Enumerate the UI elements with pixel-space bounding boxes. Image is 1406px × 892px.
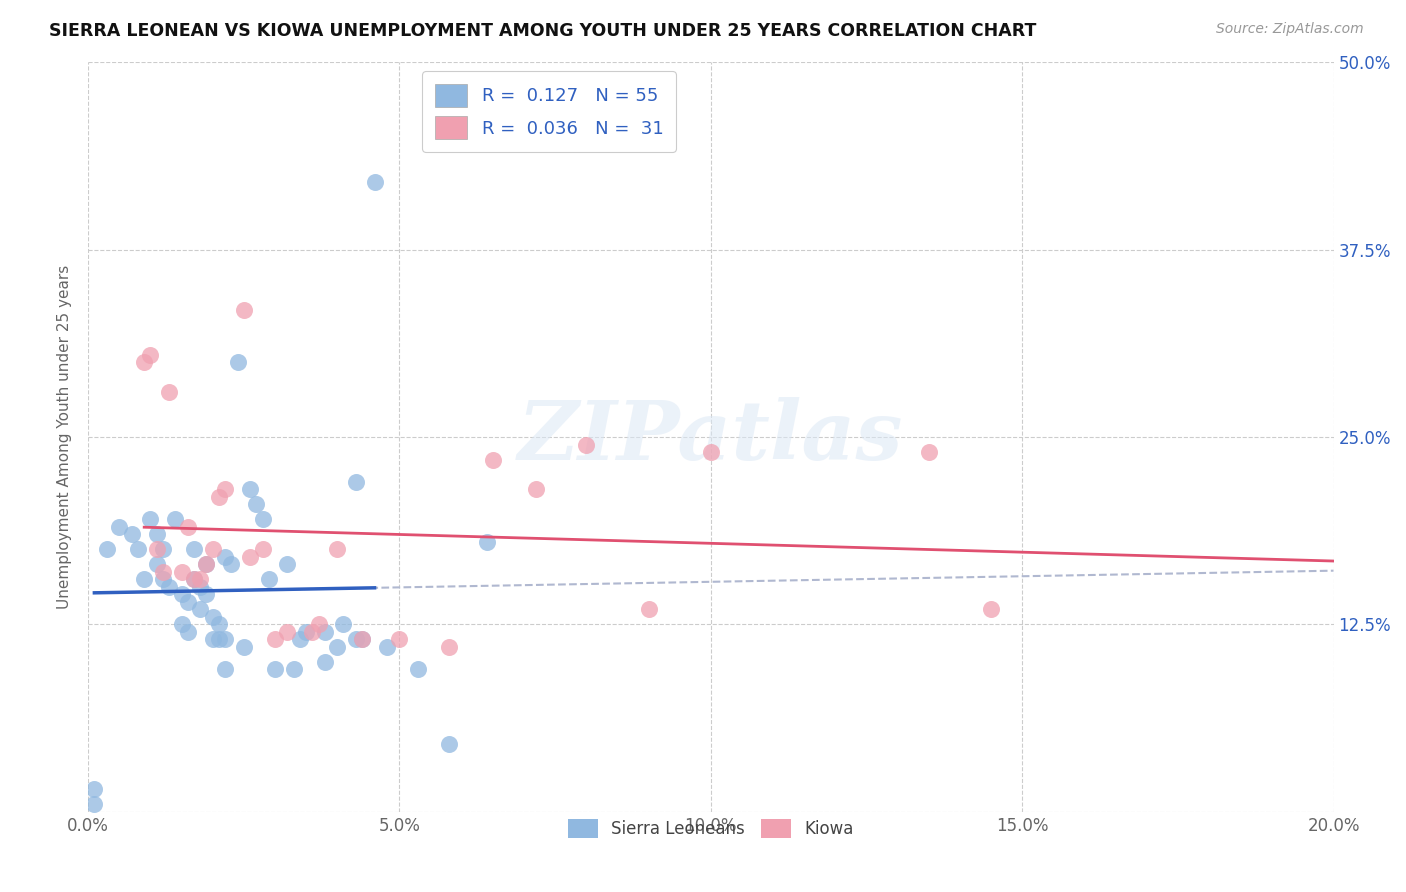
Point — [308, 617, 330, 632]
Point — [208, 632, 231, 647]
Point — [221, 558, 243, 572]
Point — [344, 475, 367, 489]
Point — [526, 483, 548, 497]
Point — [301, 624, 323, 639]
Point — [264, 662, 287, 676]
Point — [139, 347, 162, 361]
Point — [134, 573, 156, 587]
Point — [276, 558, 298, 572]
Point — [145, 527, 167, 541]
Point — [188, 580, 211, 594]
Point — [83, 797, 105, 812]
Point — [121, 527, 143, 541]
Point — [214, 549, 236, 564]
Point — [165, 512, 187, 526]
Point — [344, 632, 367, 647]
Point — [96, 542, 118, 557]
Point — [201, 542, 224, 557]
Point — [326, 542, 349, 557]
Point — [195, 558, 218, 572]
Point — [188, 602, 211, 616]
Point — [326, 640, 349, 654]
Text: ZIPatlas: ZIPatlas — [517, 397, 904, 477]
Point — [700, 445, 723, 459]
Point — [239, 549, 262, 564]
Point — [439, 640, 461, 654]
Point — [475, 535, 498, 549]
Point — [232, 302, 254, 317]
Point — [352, 632, 374, 647]
Point — [288, 632, 311, 647]
Point — [139, 512, 162, 526]
Y-axis label: Unemployment Among Youth under 25 years: Unemployment Among Youth under 25 years — [58, 265, 72, 609]
Point — [439, 738, 461, 752]
Point — [183, 573, 205, 587]
Point — [575, 437, 598, 451]
Point — [388, 632, 411, 647]
Point — [170, 587, 193, 601]
Point — [195, 587, 218, 601]
Point — [314, 624, 336, 639]
Point — [232, 640, 254, 654]
Point — [226, 355, 249, 369]
Point — [352, 632, 374, 647]
Point — [314, 655, 336, 669]
Point — [83, 782, 105, 797]
Point — [152, 573, 174, 587]
Point — [295, 624, 318, 639]
Point — [406, 662, 429, 676]
Point — [276, 624, 298, 639]
Point — [637, 602, 659, 616]
Text: Source: ZipAtlas.com: Source: ZipAtlas.com — [1216, 22, 1364, 37]
Point — [145, 558, 167, 572]
Point — [918, 445, 941, 459]
Point — [257, 573, 280, 587]
Text: SIERRA LEONEAN VS KIOWA UNEMPLOYMENT AMONG YOUTH UNDER 25 YEARS CORRELATION CHAR: SIERRA LEONEAN VS KIOWA UNEMPLOYMENT AMO… — [49, 22, 1036, 40]
Point — [245, 498, 267, 512]
Point — [252, 512, 274, 526]
Point — [208, 490, 231, 504]
Point — [214, 632, 236, 647]
Point — [482, 452, 505, 467]
Point — [208, 617, 231, 632]
Point — [145, 542, 167, 557]
Point — [177, 624, 200, 639]
Point — [332, 617, 354, 632]
Point — [157, 580, 180, 594]
Point — [195, 558, 218, 572]
Point — [214, 483, 236, 497]
Point — [157, 384, 180, 399]
Point — [177, 520, 200, 534]
Point — [239, 483, 262, 497]
Point — [170, 617, 193, 632]
Point — [201, 632, 224, 647]
Point — [152, 565, 174, 579]
Legend: Sierra Leoneans, Kiowa: Sierra Leoneans, Kiowa — [561, 813, 860, 845]
Point — [363, 175, 385, 189]
Point — [375, 640, 398, 654]
Point — [201, 610, 224, 624]
Point — [170, 565, 193, 579]
Point — [127, 542, 149, 557]
Point — [152, 542, 174, 557]
Point — [264, 632, 287, 647]
Point — [980, 602, 1002, 616]
Point — [134, 355, 156, 369]
Point — [183, 573, 205, 587]
Point — [188, 573, 211, 587]
Point — [183, 542, 205, 557]
Point — [108, 520, 131, 534]
Point — [177, 595, 200, 609]
Point — [214, 662, 236, 676]
Point — [252, 542, 274, 557]
Point — [283, 662, 305, 676]
